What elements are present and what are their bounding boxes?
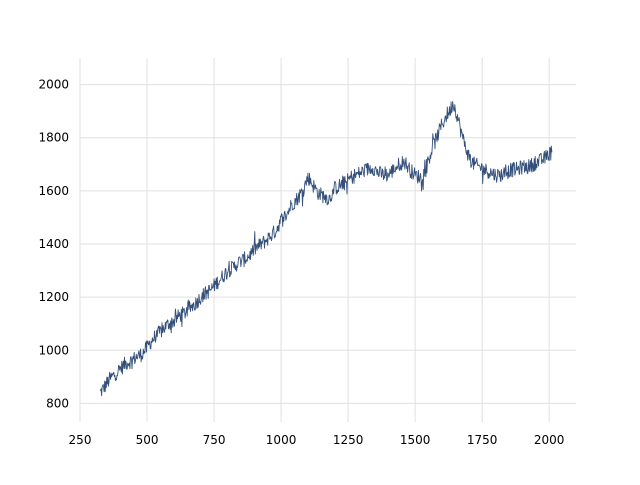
- series-line: [99, 101, 553, 397]
- tick-labels: 250 500 750 1000 1250 1500 1750 2000 800 1000 1200…: [38, 78, 564, 447]
- y-tick-label: 1400: [38, 237, 69, 251]
- y-tick-label: 1800: [38, 131, 69, 145]
- y-tick-label: 1200: [38, 290, 69, 304]
- x-tick-label: 1750: [467, 433, 498, 447]
- x-tick-label: 1500: [400, 433, 431, 447]
- y-tick-label: 2000: [38, 78, 69, 92]
- x-tick-label: 500: [136, 433, 159, 447]
- gridlines: [79, 58, 576, 422]
- x-tick-label: 2000: [534, 433, 565, 447]
- y-tick-label: 1600: [38, 184, 69, 198]
- x-tick-label: 1000: [266, 433, 297, 447]
- x-tick-label: 750: [203, 433, 226, 447]
- series-layer: [99, 101, 553, 397]
- x-tick-label: 250: [69, 433, 92, 447]
- y-tick-label: 1000: [38, 343, 69, 357]
- x-tick-label: 1250: [333, 433, 364, 447]
- y-tick-label: 800: [46, 396, 69, 410]
